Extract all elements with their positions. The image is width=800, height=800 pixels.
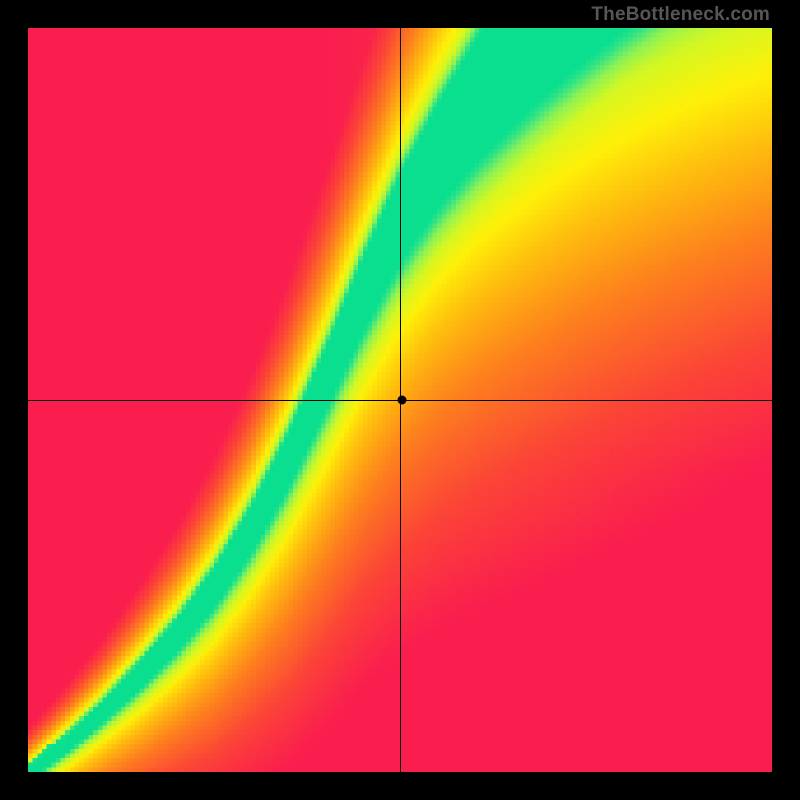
marker-dot xyxy=(398,396,407,405)
bottleneck-plot xyxy=(28,28,772,772)
watermark-text: TheBottleneck.com xyxy=(591,4,770,26)
